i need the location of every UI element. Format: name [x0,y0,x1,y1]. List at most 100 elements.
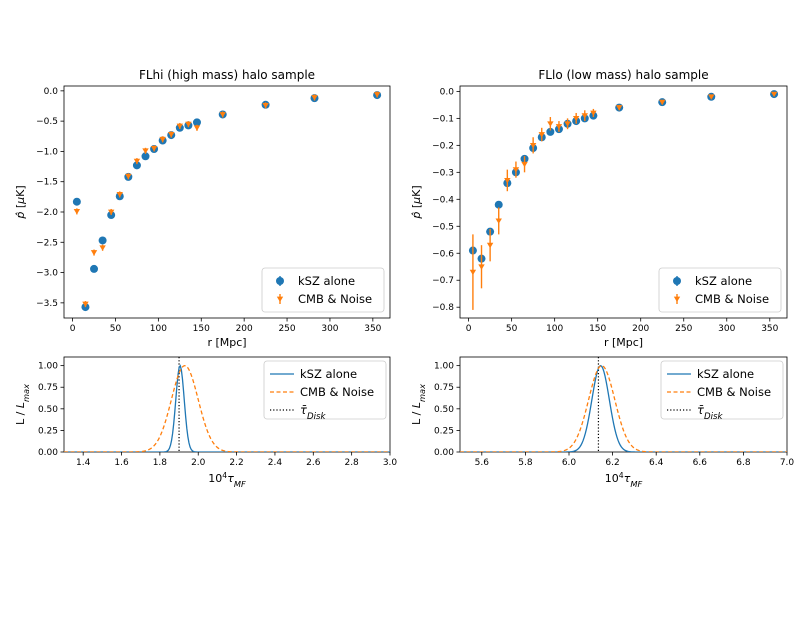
y-tick-label: −0.1 [432,114,454,124]
data-point [98,236,107,245]
data-point [770,91,778,98]
y-tick-label: 0.0 [44,87,59,97]
x-tick-label: 200 [632,324,649,334]
data-point [486,242,494,249]
x-tick-label: 350 [364,324,381,334]
x-tick-label: 50 [110,324,122,334]
x-tick-label: 6.0 [562,458,577,468]
data-point [219,112,226,118]
y-tick-label: −0.5 [432,222,454,232]
x-tick-label: 2.2 [229,458,243,468]
data-point [512,167,520,173]
y-axis-label: p̂ [μK] [14,185,27,219]
data-point [504,178,511,184]
legend-label: kSZ alone [300,367,357,381]
y-tick-label: −0.5 [36,117,58,127]
data-point [193,125,201,131]
data-point [590,110,597,117]
data-point [564,121,571,127]
x-tick-label: 1.4 [76,458,91,468]
data-point [176,123,184,130]
legend-frame [263,360,387,420]
x-tick-label: 250 [675,324,692,334]
axes-frame [459,356,788,453]
bottom-left-likelihood-panel: 1.4 1.6 1.8 2.0 2.2 2.4 2.6 2.8 3.0 0.00 0.25 0.50 0… [14,356,398,490]
data-point [547,121,554,127]
data-point [659,99,666,106]
plot-area [460,357,787,452]
y-tick-label: −3.0 [36,269,58,279]
data-point [82,301,89,308]
x-tick-label: 350 [761,324,778,334]
legend-label: kSZ alone [298,274,355,288]
data-point [141,152,150,161]
x-axis-label: r [Mpc] [604,336,643,349]
data-point [615,105,623,111]
data-point [107,209,115,216]
legend-marker-circle [673,277,681,285]
x-tick-label: 6.4 [649,458,664,468]
x-tick-label: 7.0 [780,458,795,468]
data-point [116,192,123,198]
x-tick-label: 150 [589,324,606,334]
x-tick-label: 2.6 [306,458,321,468]
x-tick-label: 100 [546,324,563,334]
y-axis-label: L / Lmax [14,384,31,425]
y-tick-label: −2.5 [36,238,58,248]
legend-marker-circle [276,277,284,285]
legend-label: CMB & Noise [695,292,769,306]
y-tick-label: 1.00 [434,362,454,372]
data-point [90,264,99,273]
data-point [159,136,166,143]
legend-label: CMB & Noise [697,385,771,399]
x-tick-label: 6.8 [736,458,751,468]
x-tick-label: 100 [150,324,167,334]
y-tick-label: 0.0 [440,87,455,97]
data-point [99,245,106,251]
y-tick-label: 0.75 [38,383,58,393]
legend-frame [660,360,784,420]
x-axis-label: 104τMF [208,471,246,490]
y-tick-label: −0.2 [432,141,454,151]
kSZ-likelihood-curve [460,364,787,452]
y-tick-label: 0.00 [434,448,454,458]
y-tick-label: 1.00 [38,362,58,372]
y-tick-label: −0.6 [432,249,454,259]
legend-marker-triangle [673,296,681,303]
data-point [90,250,98,256]
x-tick-label: 0 [70,324,76,334]
y-tick-label: 0.00 [38,448,58,458]
x-axis-label: 104τMF [605,471,643,490]
x-tick-label: 250 [278,324,295,334]
x-tick-label: 300 [321,324,338,334]
y-tick-label: −2.0 [36,208,58,218]
x-tick-label: 2.0 [191,458,206,468]
legend-frame [658,267,782,313]
x-tick-label: 3.0 [383,458,398,468]
data-point [132,161,141,170]
legend-marker-triangle [276,296,284,303]
y-tick-label: −1.0 [36,147,58,157]
y-tick-label: 0.75 [434,383,454,393]
x-tick-label: 1.8 [153,458,168,468]
data-point [708,94,715,100]
x-tick-label: 5.8 [518,458,533,468]
legend: kSZ alone CMB & Noise [658,267,782,313]
data-point [572,115,580,122]
x-tick-label: 1.6 [114,458,129,468]
data-point [125,173,132,180]
legend: kSZ alone CMB & Noise [261,267,385,313]
x-tick-label: 0 [466,324,472,334]
data-point [168,132,175,138]
y-tick-label: 0.50 [38,405,58,415]
y-tick-label: −0.4 [432,195,454,205]
x-tick-label: 200 [236,324,253,334]
data-point [469,269,477,276]
y-tick-label: −3.5 [36,299,58,309]
data-point [495,218,502,224]
bottom-right-likelihood-panel: 5.6 5.8 6.0 6.2 6.4 6.6 6.8 7.0 0.00 0.25 0.50 0.75… [410,356,795,490]
y-tick-label: −0.3 [432,168,454,178]
plot-area [72,91,382,312]
data-point [581,113,588,119]
